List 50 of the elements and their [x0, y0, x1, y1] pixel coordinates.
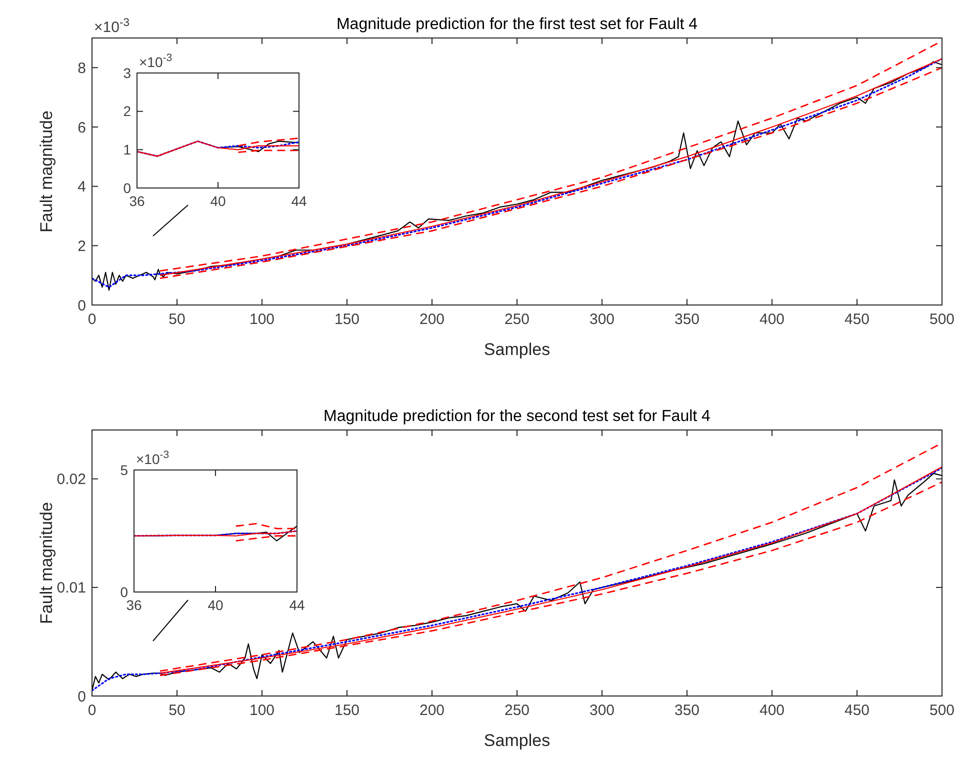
x-tick-label: 100	[249, 311, 275, 328]
y-tick-label: 6	[78, 119, 86, 136]
y-tick-label: 0	[78, 297, 86, 314]
x-tick-label: 50	[168, 702, 186, 719]
y-tick-label: 1	[123, 142, 132, 158]
x-tick-label: 44	[289, 597, 305, 613]
line-series	[238, 137, 299, 147]
chart-title: Magnitude prediction for the first test set for Fault 4	[336, 16, 698, 33]
x-tick-label: 44	[291, 193, 307, 209]
x-tick-label: 200	[419, 311, 445, 328]
y-tick-label: 4	[78, 178, 86, 196]
x-tick-label: 400	[759, 702, 785, 719]
y-tick-label: 3	[123, 64, 132, 81]
y-tick-label: 0.02	[56, 471, 86, 488]
x-axis-title: Samples	[484, 731, 550, 750]
x-tick-label: 500	[929, 311, 955, 328]
y-tick-label: 0	[120, 584, 128, 600]
x-tick-label: 36	[126, 597, 142, 613]
x-tick-label: 150	[334, 702, 360, 719]
y-tick-label: 2	[78, 238, 86, 255]
x-tick-label: 300	[589, 311, 615, 328]
text: ×10$^{-3}$	[94, 17, 130, 36]
x-tick-label: 150	[334, 311, 360, 328]
y-tick-label: 0	[78, 688, 86, 706]
x-tick-label: 250	[504, 702, 530, 719]
x-tick-label: 400	[759, 311, 785, 328]
y-tick-label: 0.01	[56, 580, 86, 597]
y-axis-title: Fault magnitude	[37, 502, 56, 624]
x-tick-label: 100	[249, 702, 275, 719]
chart-title: Magnitude prediction for the second test set for Fault 4	[324, 408, 711, 425]
y-tick-label: 2	[123, 103, 132, 120]
y-tick-label: 5	[120, 462, 128, 478]
x-tick-label: 250	[504, 311, 530, 328]
x-tick-label: 40	[210, 193, 226, 209]
x-tick-label: 350	[674, 311, 700, 328]
x-tick-label: 50	[168, 311, 186, 328]
annotation: ×10$^{-3}$	[136, 449, 170, 467]
x-tick-label: 450	[844, 311, 870, 328]
x-tick-label: 500	[929, 702, 955, 719]
x-tick-label: 300	[589, 702, 615, 719]
x-tick-label: 350	[674, 702, 700, 719]
y-tick-label: 8	[78, 60, 86, 77]
x-tick-label: 40	[208, 597, 224, 613]
annotation: ×10$^{-3}$	[139, 52, 172, 70]
x-tick-label: 200	[419, 702, 445, 719]
y-axis-title: Fault magnitude	[37, 110, 56, 232]
y-tick-label: 0	[123, 180, 132, 196]
x-tick-label: 36	[129, 193, 145, 209]
x-axis-title: Samples	[484, 340, 550, 359]
x-tick-label: 450	[844, 702, 870, 719]
